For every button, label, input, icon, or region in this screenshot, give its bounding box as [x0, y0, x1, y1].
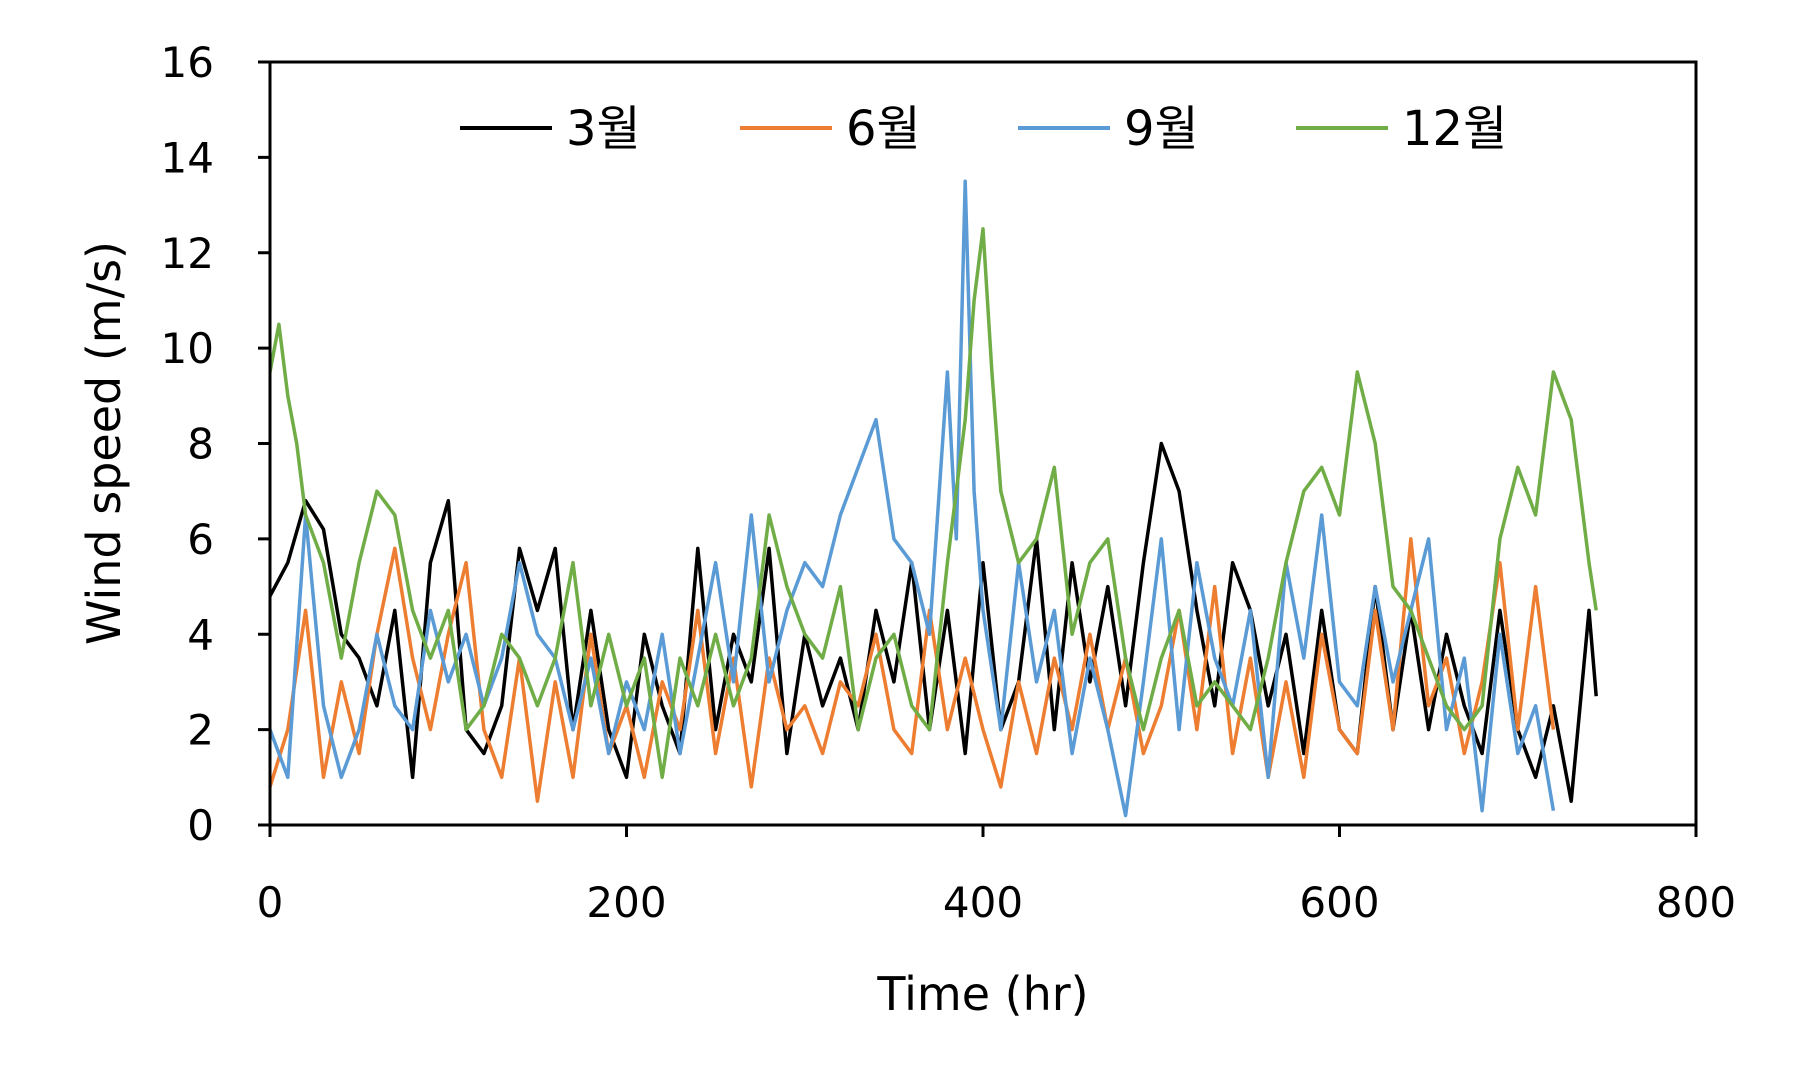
legend-label-4: 12월 [1402, 101, 1507, 157]
x-axis-ticks: 0 200 400 600 800 [257, 825, 1736, 927]
y-tick-label: 4 [187, 610, 214, 659]
legend-label-2: 6월 [846, 101, 921, 157]
x-tick-label: 600 [1299, 878, 1379, 927]
legend-label-3: 9월 [1124, 101, 1199, 157]
y-tick-label: 2 [187, 706, 214, 755]
y-tick-label: 14 [161, 133, 214, 182]
y-tick-label: 10 [161, 324, 214, 373]
y-tick-label: 6 [187, 515, 214, 564]
y-axis-title: Wind speed (m/s) [77, 241, 131, 645]
y-axis-ticks: 0 2 4 6 8 10 12 14 16 [161, 38, 270, 850]
x-tick-label: 0 [257, 878, 284, 927]
legend: 3월 6월 9월 12월 [460, 101, 1507, 157]
series-line-4 [268, 227, 1598, 780]
x-axis-title: Time (hr) [876, 967, 1088, 1021]
series-line-2 [268, 537, 1556, 803]
x-tick-label: 400 [943, 878, 1023, 927]
y-tick-label: 0 [187, 801, 214, 850]
x-tick-label: 200 [586, 878, 666, 927]
y-tick-label: 16 [161, 38, 214, 87]
series-line-3 [268, 179, 1556, 818]
legend-label-1: 3월 [566, 101, 641, 157]
plot-lines [268, 179, 1598, 818]
x-tick-label: 800 [1656, 878, 1736, 927]
y-tick-label: 8 [187, 420, 214, 469]
y-tick-label: 12 [161, 229, 214, 278]
